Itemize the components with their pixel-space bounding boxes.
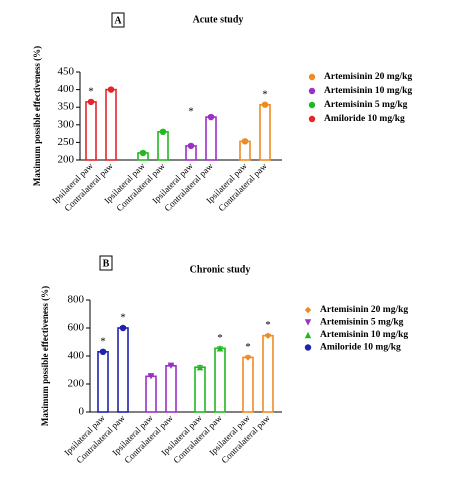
bar — [242, 356, 254, 413]
y-tick-label: 350 — [58, 101, 75, 113]
y-tick-label: 800 — [68, 294, 85, 306]
bar-point — [167, 362, 175, 369]
panel-box — [99, 255, 113, 271]
y-tick-label: 400 — [68, 350, 85, 362]
bar — [105, 88, 117, 161]
bar — [145, 375, 157, 413]
legend-marker — [308, 101, 316, 109]
panel-label: A — [114, 15, 122, 26]
bar — [97, 350, 109, 413]
y-tick-label: 200 — [58, 154, 75, 166]
legend-marker — [304, 319, 312, 326]
y-tick-label: 400 — [58, 83, 75, 95]
bar — [157, 131, 169, 161]
legend-marker — [304, 344, 312, 351]
bar — [259, 103, 271, 161]
significance-mark: * — [120, 312, 126, 324]
significance-mark: * — [245, 341, 251, 353]
legend-marker — [304, 306, 312, 314]
bar — [85, 101, 97, 161]
significance-mark: * — [262, 88, 268, 100]
bar-point — [196, 364, 204, 371]
bar-point — [207, 113, 215, 121]
bar-point — [139, 149, 147, 157]
y-tick-label: 200 — [68, 378, 85, 390]
bar — [194, 366, 206, 413]
bar-point — [87, 98, 95, 106]
y-tick-label: 600 — [68, 322, 85, 334]
legend-marker — [308, 115, 316, 123]
bar — [165, 364, 177, 413]
y-tick-label: 0 — [79, 406, 85, 418]
legend-label: Artemisinin 10 mg/kg — [320, 330, 408, 340]
legend-label: Amiloride 10 mg/kg — [320, 343, 401, 353]
legend-marker — [308, 73, 316, 81]
legend-label: Artemisinin 20 mg/kg — [320, 305, 408, 315]
significance-mark: * — [100, 335, 106, 347]
legend-label: Artemisinin 5 mg/kg — [324, 100, 408, 110]
legend-label: Amiloride 10 mg/kg — [324, 114, 405, 124]
chart-title: Chronic study — [190, 264, 251, 275]
legend-marker — [308, 87, 316, 95]
bar-point — [187, 142, 195, 150]
bar-point — [264, 332, 272, 339]
bar — [117, 327, 129, 413]
significance-mark: * — [265, 319, 271, 331]
bar-point — [107, 86, 115, 93]
panel-label: B — [103, 258, 110, 269]
y-tick-label: 300 — [58, 118, 75, 130]
y-tick-label: 250 — [58, 136, 75, 148]
bar — [214, 347, 226, 413]
legend-label: Artemisinin 5 mg/kg — [320, 318, 404, 328]
y-axis-label: Maximum possible effectiveness (%) — [32, 46, 42, 186]
bar-point — [216, 345, 224, 352]
significance-mark: * — [88, 85, 94, 97]
bar-point — [244, 354, 252, 361]
bar-point — [241, 138, 249, 145]
panel-box — [111, 12, 125, 28]
y-axis-label: Maximum possible effectiveness (%) — [40, 286, 50, 426]
bar — [205, 116, 217, 161]
bar-point — [159, 128, 167, 136]
significance-mark: * — [188, 105, 194, 117]
chart-title: Acute study — [193, 14, 244, 25]
bar-point — [261, 101, 269, 108]
bar-point — [99, 348, 107, 355]
significance-mark: * — [217, 332, 223, 344]
bar-point — [119, 324, 127, 332]
legend-marker — [304, 331, 312, 339]
bar — [262, 334, 274, 413]
legend-label: Artemisinin 10 mg/kg — [324, 86, 412, 96]
legend-label: Artemisinin 20 mg/kg — [324, 72, 412, 82]
bar-point — [147, 373, 155, 380]
y-tick-label: 450 — [58, 66, 75, 78]
